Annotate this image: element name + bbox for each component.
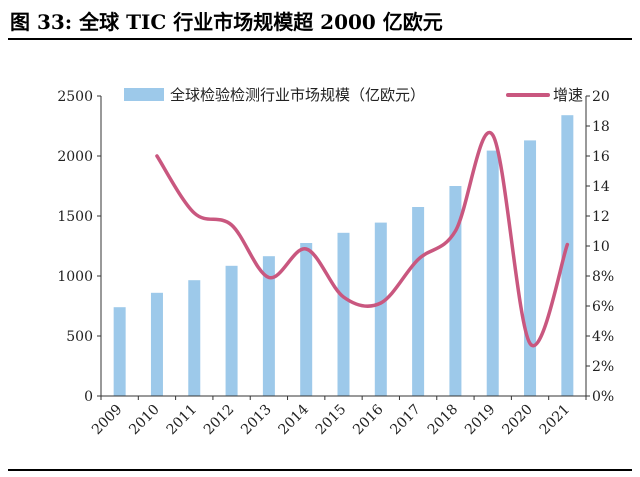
growth-point-2019 [492, 134, 494, 136]
growth-point-2014 [305, 248, 307, 250]
y-right-tick-label: 2% [592, 359, 614, 375]
x-tick-label: 2014 [276, 401, 313, 438]
bar-2017 [412, 207, 425, 396]
bar-2010 [150, 292, 163, 396]
bar-2019 [486, 150, 499, 396]
x-tick-label: 2018 [425, 402, 462, 439]
legend-bar-label: 全球检验检测行业市场规模（亿欧元） [170, 86, 425, 104]
axes [97, 95, 590, 400]
y-left-tick-label: 0 [84, 389, 93, 405]
x-tick-label: 2021 [537, 402, 574, 439]
x-tick-label: 2011 [164, 402, 201, 439]
bar-series [113, 115, 574, 396]
bar-2018 [449, 186, 462, 396]
growth-point-2015 [343, 296, 344, 298]
y-right-tick-label: 8% [592, 269, 614, 285]
growth-point-2018 [454, 230, 456, 232]
bar-2009 [113, 307, 126, 396]
bar-2013 [262, 256, 275, 396]
figure-title: 图 33: 全球 TIC 行业市场规模超 2000 亿欧元 [10, 10, 443, 34]
y-left-tick-label: 500 [66, 329, 93, 345]
bottom-rule [8, 469, 632, 471]
y-left-tick-label: 1000 [57, 269, 93, 285]
line-series [155, 130, 570, 348]
x-tick-label: 2010 [126, 402, 163, 439]
y-left-tick-label: 2500 [57, 89, 93, 105]
growth-point-2013 [268, 277, 270, 278]
growth-point-2011 [193, 212, 195, 214]
bar-2011 [188, 280, 201, 396]
y-left-tick-label: 1500 [57, 209, 93, 225]
y-right-tick-label: 4% [592, 329, 614, 345]
bar-2015 [337, 232, 350, 396]
legend-bar-swatch [124, 88, 164, 101]
y-right-tick-label: 16 [592, 149, 610, 165]
x-tick-label: 2013 [238, 402, 275, 439]
y-left-tick-label: 2000 [57, 149, 93, 165]
bar-2020 [524, 140, 537, 396]
bar-2021 [561, 115, 574, 396]
x-tick-label: 2017 [387, 402, 424, 439]
y-right-tick-label: 6% [592, 299, 614, 315]
y-right-tick-label: 20 [592, 89, 610, 105]
growth-point-2021 [566, 244, 568, 245]
x-tick-label: 2016 [350, 401, 387, 438]
bar-2014 [300, 243, 313, 396]
growth-line [155, 130, 570, 348]
growth-point-2016 [380, 302, 382, 304]
y-right-tick-label: 18 [592, 119, 610, 135]
y-right-tick-label: 0% [592, 389, 614, 405]
y-right-tick-label: 12 [592, 209, 610, 225]
top-rule [8, 38, 632, 40]
bar-2016 [374, 222, 387, 396]
y-right-tick-label: 10 [592, 239, 610, 255]
growth-point-2012 [231, 224, 233, 226]
x-tick-label: 2012 [201, 402, 238, 439]
growth-point-2010 [156, 155, 158, 157]
x-tick-label: 2009 [89, 402, 126, 439]
x-tick-label: 2015 [313, 402, 350, 439]
legend: 全球检验检测行业市场规模（亿欧元） 增速 [124, 86, 583, 104]
growth-point-2020 [529, 343, 531, 344]
x-tick-label: 2020 [499, 402, 536, 439]
x-tick-label: 2019 [462, 402, 499, 439]
bar-2012 [225, 265, 238, 396]
y-right-tick-label: 14 [592, 179, 610, 195]
legend-line-label: 增速 [553, 86, 583, 104]
growth-point-2017 [417, 259, 419, 260]
